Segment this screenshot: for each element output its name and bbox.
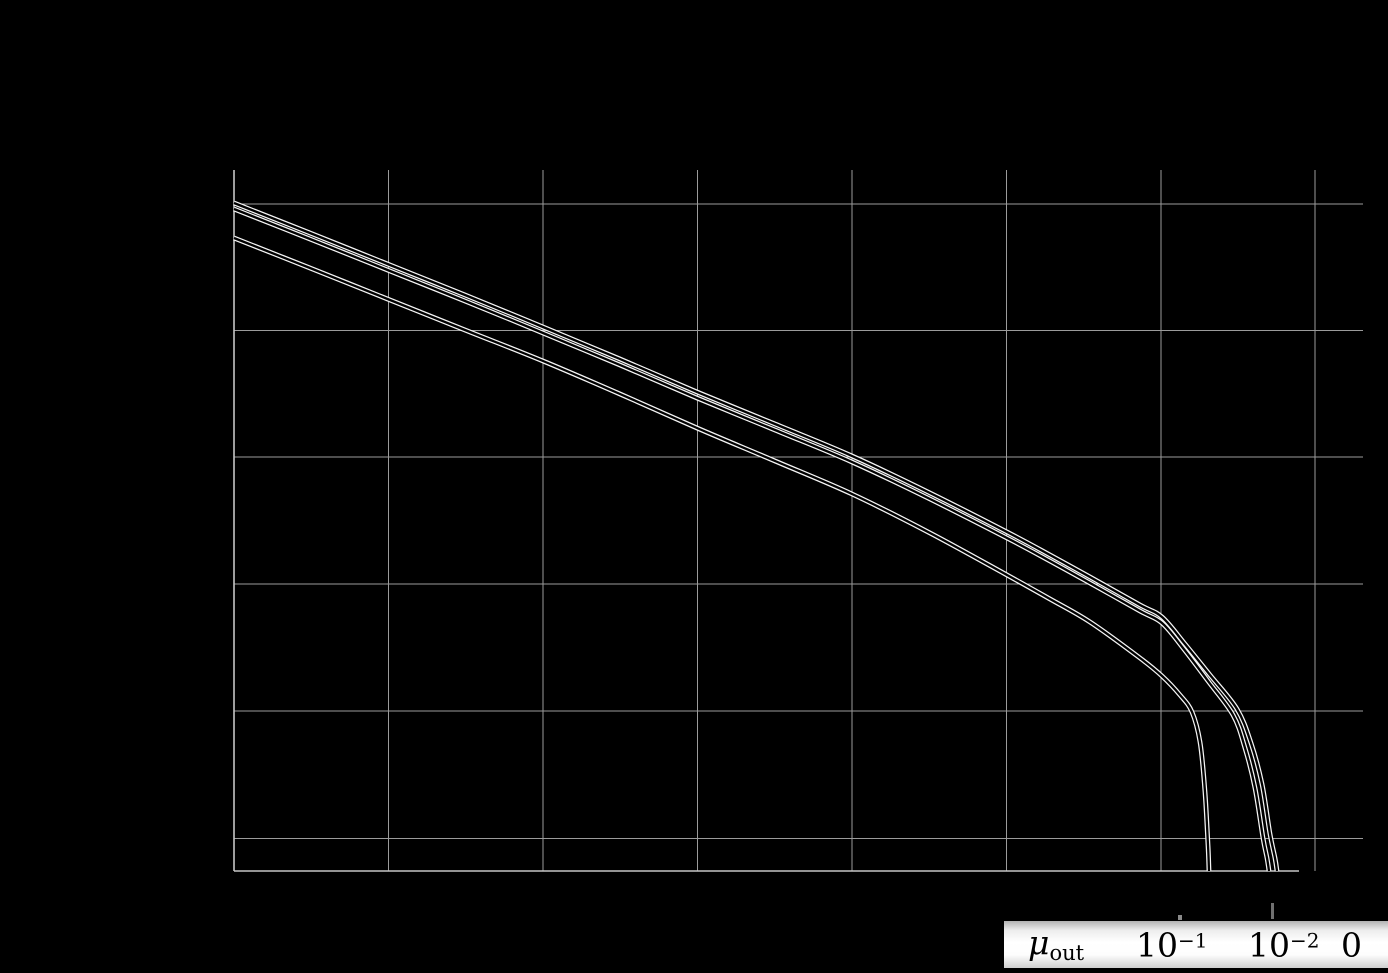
legend-value-2-base: 10 bbox=[1248, 925, 1290, 964]
legend-value-2-exponent: −2 bbox=[1290, 928, 1320, 952]
legend-box: μout 10−1 10−2 0 bbox=[1004, 921, 1388, 968]
stray-mark-tick bbox=[1271, 903, 1274, 919]
legend-value-1: 10−1 bbox=[1136, 928, 1207, 961]
legend-value-1-base: 10 bbox=[1136, 925, 1178, 964]
mu-symbol: μ bbox=[1028, 922, 1050, 962]
legend-value-3: 0 bbox=[1341, 928, 1362, 961]
legend-value-3-text: 0 bbox=[1341, 925, 1362, 964]
legend-value-1-exponent: −1 bbox=[1178, 928, 1208, 952]
stray-mark-dot bbox=[1178, 915, 1182, 920]
legend-parameter-label: μout bbox=[1028, 926, 1084, 964]
mu-subscript: out bbox=[1049, 940, 1085, 965]
legend-value-2: 10−2 bbox=[1248, 928, 1319, 961]
